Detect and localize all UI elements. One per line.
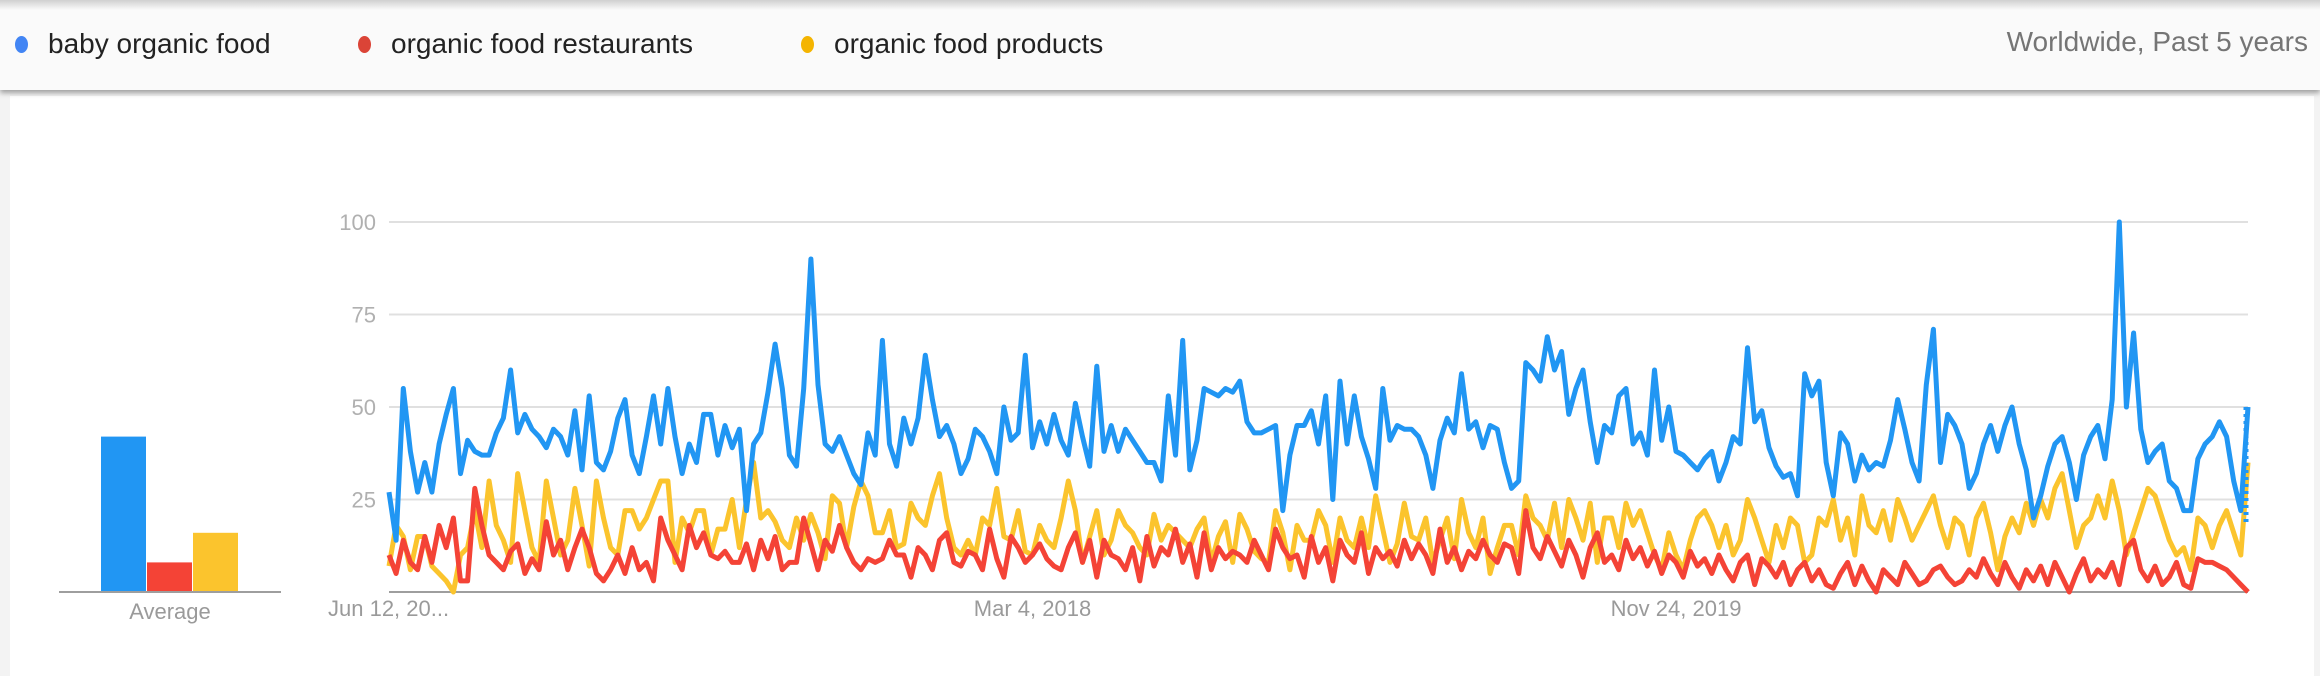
legend-item-baby-organic-food[interactable]: baby organic food <box>15 26 271 62</box>
average-bar-3 <box>193 532 238 592</box>
x-tick-label: Nov 24, 2019 <box>1611 596 1742 621</box>
legend-label: baby organic food <box>48 28 271 59</box>
legend-label: organic food products <box>834 28 1104 59</box>
region-period-label: Worldwide, Past 5 years <box>2006 26 2308 57</box>
header-shade <box>0 0 2320 10</box>
comparison-header: baby organic food organic food restauran… <box>0 0 2320 90</box>
legend-dot-icon <box>15 35 28 53</box>
legend-item-organic-food-restaurants[interactable]: organic food restaurants <box>358 26 693 62</box>
legend-label: organic food restaurants <box>391 28 693 59</box>
y-tick-label: 100 <box>339 210 376 235</box>
average-bar-1 <box>101 436 146 592</box>
x-tick-label: Mar 4, 2018 <box>974 596 1091 621</box>
y-tick-label: 50 <box>352 395 376 420</box>
legend-dot-icon <box>801 35 814 53</box>
series-line-baby-organic-food <box>386 219 2251 543</box>
legend-item-organic-food-products[interactable]: organic food products <box>801 26 1103 62</box>
series-line-organic-food-restaurants <box>386 485 2250 595</box>
series-line-organic-food-products <box>386 460 2251 595</box>
average-label: Average <box>129 599 211 624</box>
y-tick-label: 75 <box>352 303 376 328</box>
legend-dot-icon <box>358 35 371 53</box>
average-bar-2 <box>147 562 192 592</box>
x-tick-label: Jun 12, 20... <box>328 596 449 621</box>
y-tick-label: 25 <box>352 488 376 513</box>
